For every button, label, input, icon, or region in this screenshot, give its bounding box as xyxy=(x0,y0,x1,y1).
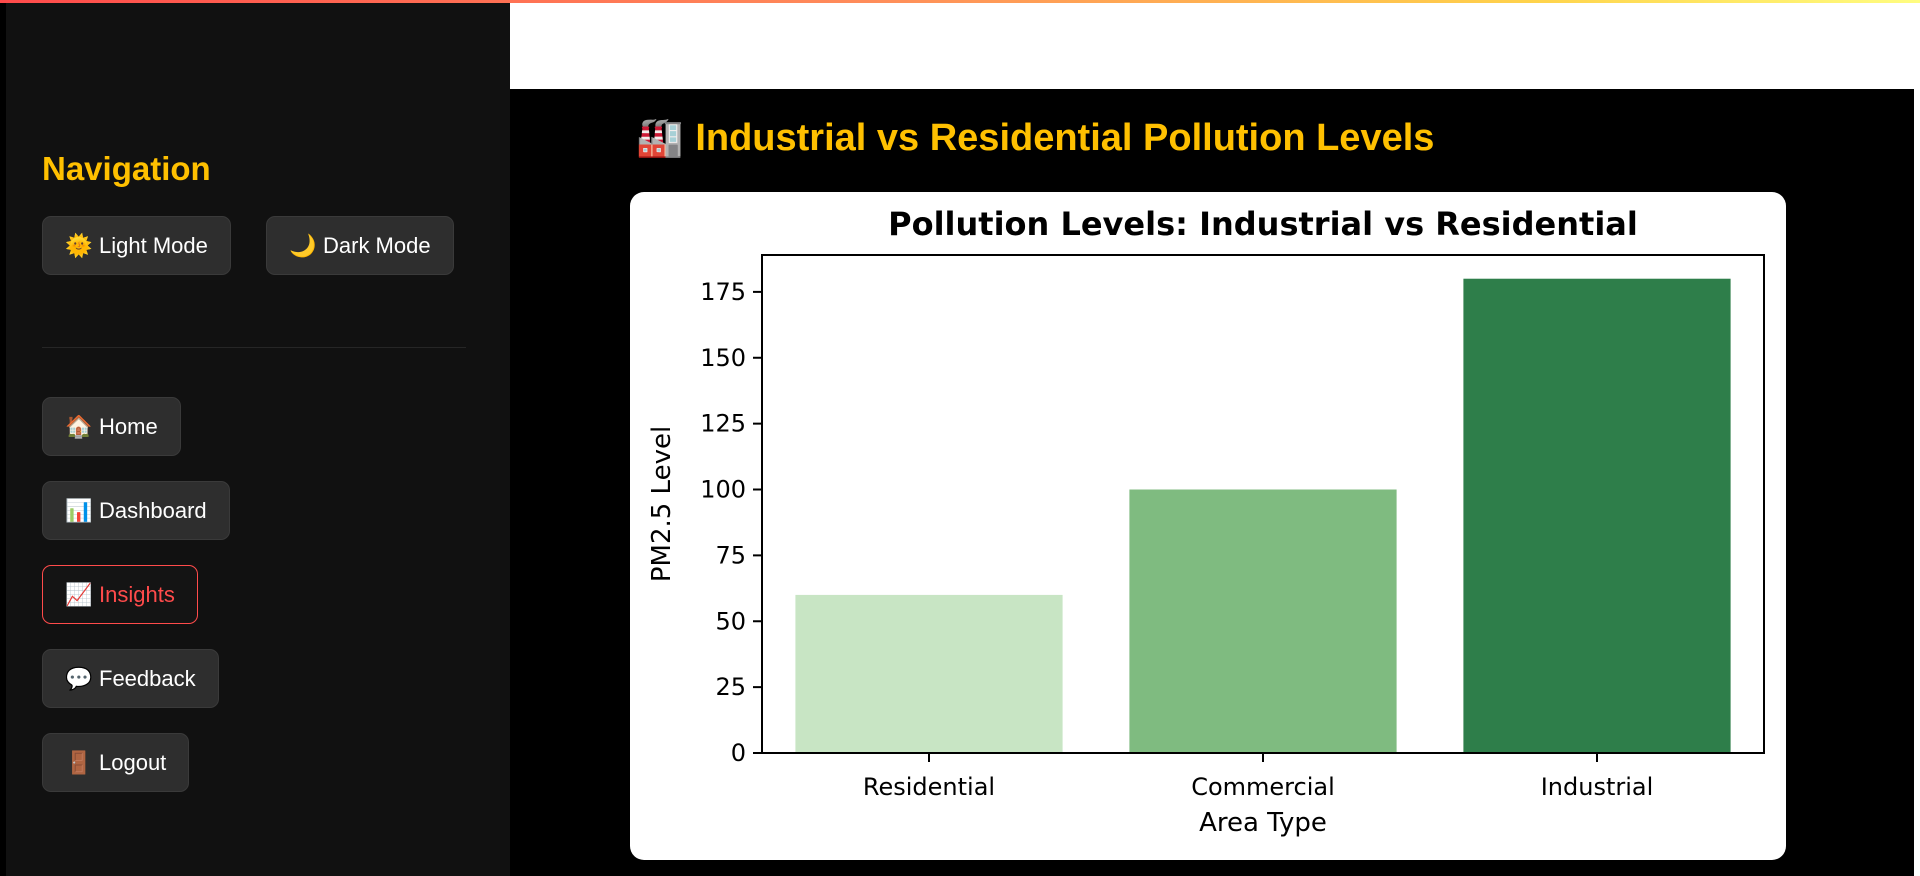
sun-icon: 🌞 xyxy=(65,232,93,258)
light-mode-label: Light Mode xyxy=(99,232,208,258)
x-axis-label: Area Type xyxy=(1199,808,1327,838)
factory-icon: 🏭 xyxy=(636,117,684,159)
x-tick-label: Commercial xyxy=(1191,773,1335,801)
house-icon: 🏠 xyxy=(65,413,93,439)
y-tick-label: 25 xyxy=(715,673,746,701)
dark-mode-label: Dark Mode xyxy=(323,232,431,258)
x-tick-label: Residential xyxy=(863,773,995,801)
nav-insights-button[interactable]: 📈 Insights xyxy=(42,565,198,624)
bar-residential xyxy=(795,594,1063,753)
bar-chart-icon: 📊 xyxy=(65,497,93,523)
y-axis-label: PM2.5 Level xyxy=(647,426,677,582)
light-mode-button[interactable]: 🌞 Light Mode xyxy=(42,216,231,275)
page-edge xyxy=(1914,0,1920,876)
dark-mode-button[interactable]: 🌙 Dark Mode xyxy=(266,216,454,275)
x-tick-label: Industrial xyxy=(1541,773,1654,801)
nav-logout-button[interactable]: 🚪 Logout xyxy=(42,733,190,792)
nav-logout-label: Logout xyxy=(99,749,167,775)
plot-frame xyxy=(761,254,1765,754)
nav-home-label: Home xyxy=(99,413,158,439)
y-tick-label: 50 xyxy=(715,607,746,635)
nav-insights-label: Insights xyxy=(99,581,175,607)
y-tick-label: 100 xyxy=(700,476,746,504)
trend-chart-icon: 📈 xyxy=(65,581,93,607)
speech-bubble-icon: 💬 xyxy=(65,665,93,691)
sidebar-divider xyxy=(42,347,466,348)
page-title-text: Industrial vs Residential Pollution Leve… xyxy=(695,116,1435,159)
chart-title: Pollution Levels: Industrial vs Resident… xyxy=(888,205,1638,243)
door-icon: 🚪 xyxy=(65,749,93,775)
nav-home-button[interactable]: 🏠 Home xyxy=(42,397,181,456)
y-tick-label: 0 xyxy=(731,739,746,767)
y-tick-label: 125 xyxy=(700,410,746,438)
bar-industrial xyxy=(1463,278,1731,753)
nav-dashboard-label: Dashboard xyxy=(99,497,207,523)
moon-icon: 🌙 xyxy=(289,232,317,258)
page-title: 🏭 Industrial vs Residential Pollution Le… xyxy=(636,116,1434,160)
sidebar-title: Navigation xyxy=(42,150,211,187)
top-decoration-bar xyxy=(0,0,1920,3)
nav-feedback-button[interactable]: 💬 Feedback xyxy=(42,649,219,708)
chart-card: Pollution Levels: Industrial vs Resident… xyxy=(630,192,1786,860)
nav-dashboard-button[interactable]: 📊 Dashboard xyxy=(42,481,230,540)
y-tick-label: 175 xyxy=(700,278,746,306)
y-tick-label: 75 xyxy=(715,541,746,569)
bar-commercial xyxy=(1129,489,1397,753)
y-tick-label: 150 xyxy=(700,344,746,372)
nav-feedback-label: Feedback xyxy=(99,665,196,691)
app-header xyxy=(510,0,1914,89)
bar-chart: Pollution Levels: Industrial vs Resident… xyxy=(647,205,1765,838)
sidebar: Navigation 🌞 Light Mode 🌙 Dark Mode 🏠 Ho… xyxy=(6,0,510,876)
